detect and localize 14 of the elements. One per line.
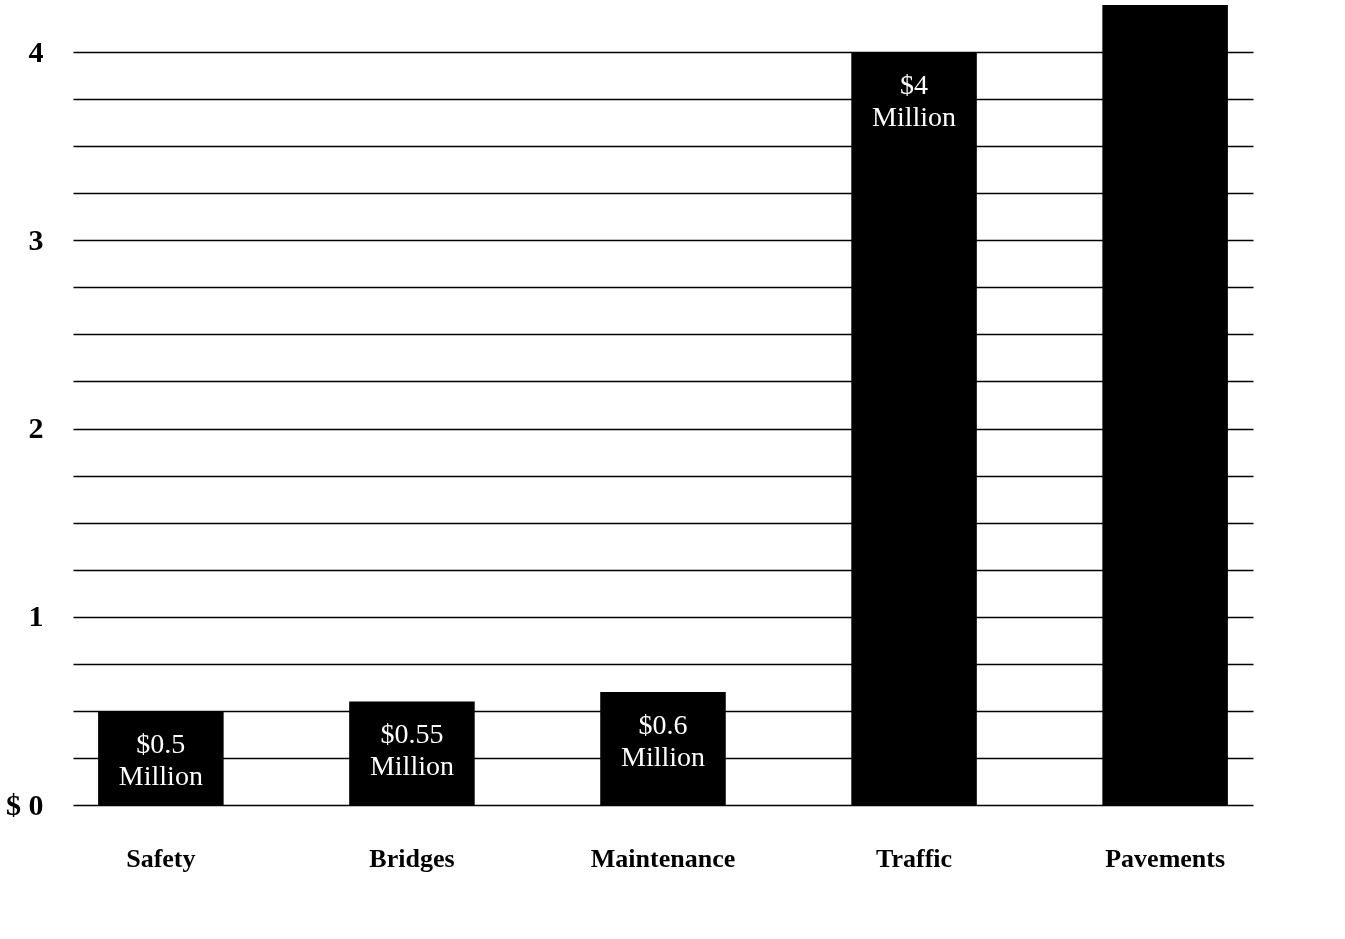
y-tick-label: 3 (28, 222, 44, 256)
y-tick-label: $ 0 (6, 787, 44, 821)
y-tick-label: 4 (28, 34, 44, 68)
y-tick-label: 2 (28, 411, 44, 445)
x-tick-label: Traffic (876, 843, 953, 873)
x-tick-label: Maintenance (590, 843, 736, 873)
data-label: $0.5 Million (118, 727, 203, 791)
x-tick-label: Bridges (369, 843, 455, 873)
y-tick-label: 1 (28, 599, 44, 633)
data-label: $0.55 Million (369, 718, 454, 782)
x-tick-label: Pavements (1105, 843, 1226, 873)
data-label: $0.6 Million (620, 709, 706, 773)
data-label: $4 Million (872, 69, 957, 133)
x-tick-label: Safety (126, 843, 196, 873)
